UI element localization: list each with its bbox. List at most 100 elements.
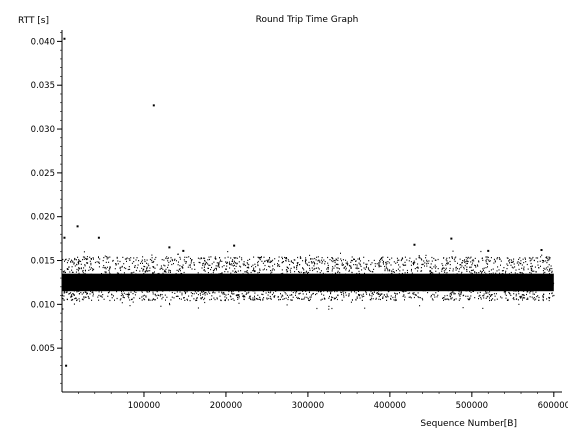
- rtt-sample-point: [549, 269, 551, 272]
- rtt-outlier-point: [233, 244, 236, 247]
- rtt-sample-point: [104, 276, 106, 278]
- rtt-sample-point: [191, 275, 193, 277]
- rtt-sample-point: [296, 296, 298, 298]
- rtt-sample-point: [189, 284, 191, 286]
- rtt-sample-point: [76, 299, 78, 301]
- rtt-sample-point: [493, 293, 495, 295]
- rtt-sample-point: [239, 256, 241, 258]
- rtt-sample-point: [305, 261, 306, 263]
- rtt-sample-point: [207, 263, 209, 265]
- rtt-sample-point: [432, 299, 434, 301]
- rtt-sample-point: [488, 270, 490, 272]
- rtt-sample-point: [422, 263, 424, 265]
- rtt-sample-point: [123, 290, 124, 292]
- rtt-sample-point: [486, 296, 488, 298]
- rtt-sample-point: [494, 295, 496, 297]
- rtt-sample-point: [157, 290, 159, 292]
- rtt-sample-point: [530, 259, 532, 261]
- rtt-sample-point: [388, 274, 390, 276]
- rtt-sample-point: [471, 272, 473, 275]
- rtt-sample-point: [237, 282, 239, 284]
- x-tick-label: 300000: [292, 401, 324, 411]
- rtt-sample-point: [487, 266, 488, 268]
- rtt-sample-point: [218, 264, 220, 266]
- rtt-sample-point: [443, 270, 445, 272]
- rtt-sample-point: [327, 262, 329, 264]
- rtt-sample-point: [404, 256, 406, 258]
- rtt-sample-point: [236, 284, 238, 286]
- rtt-sample-point: [339, 277, 341, 279]
- rtt-sample-point: [317, 260, 319, 262]
- rtt-sample-point: [78, 298, 80, 300]
- rtt-sample-point: [268, 291, 269, 293]
- rtt-sample-point: [503, 285, 504, 287]
- rtt-sample-point: [73, 286, 74, 288]
- rtt-sample-point: [406, 280, 408, 282]
- rtt-sample-point: [470, 295, 472, 297]
- rtt-sample-point: [64, 270, 66, 272]
- rtt-sample-point: [184, 278, 186, 280]
- rtt-sample-point: [196, 292, 198, 294]
- rtt-sample-point: [429, 276, 431, 278]
- rtt-sample-point: [386, 299, 388, 301]
- rtt-sample-point: [184, 291, 186, 293]
- rtt-sample-point: [333, 267, 335, 269]
- rtt-sample-point: [441, 286, 443, 288]
- rtt-sample-point: [73, 275, 75, 277]
- rtt-sample-point: [415, 277, 417, 279]
- rtt-sample-point: [144, 266, 146, 268]
- rtt-sample-point: [253, 280, 255, 282]
- rtt-sample-point: [82, 270, 84, 272]
- rtt-sample-point: [210, 273, 212, 276]
- rtt-sample-point: [552, 277, 554, 279]
- rtt-sample-point: [118, 272, 120, 274]
- rtt-sample-point: [214, 299, 216, 301]
- rtt-sample-point: [359, 294, 361, 296]
- rtt-sample-point: [351, 260, 353, 262]
- rtt-sample-point: [312, 292, 314, 295]
- rtt-sample-point: [153, 287, 155, 289]
- rtt-sample-point: [116, 297, 118, 300]
- rtt-sample-point: [304, 288, 306, 290]
- rtt-sample-point: [237, 270, 239, 272]
- rtt-sample-point: [205, 292, 207, 294]
- rtt-sample-point: [511, 261, 513, 263]
- rtt-sample-point: [421, 285, 423, 287]
- rtt-sample-point: [530, 288, 532, 290]
- rtt-sample-point: [457, 262, 458, 264]
- rtt-sample-point: [511, 288, 513, 290]
- rtt-sample-point: [233, 293, 235, 295]
- rtt-sample-point: [506, 263, 508, 265]
- rtt-sample-point: [292, 261, 294, 264]
- rtt-sample-point: [450, 275, 451, 277]
- rtt-sample-point: [489, 273, 491, 275]
- rtt-sample-point: [262, 276, 264, 278]
- rtt-sample-point: [299, 284, 301, 286]
- rtt-sample-point: [517, 288, 519, 290]
- rtt-sample-point: [449, 295, 451, 297]
- rtt-sample-point: [143, 278, 144, 280]
- rtt-sample-point: [419, 275, 421, 278]
- rtt-sample-point: [78, 263, 79, 265]
- rtt-sample-point: [89, 268, 91, 270]
- rtt-sample-point: [71, 294, 73, 296]
- y-tick-label: 0.025: [31, 169, 55, 179]
- rtt-sample-point: [257, 256, 259, 258]
- rtt-sample-point: [402, 258, 404, 260]
- rtt-sample-point: [162, 276, 164, 278]
- rtt-sample-point: [234, 262, 236, 264]
- rtt-sample-point: [537, 257, 539, 259]
- rtt-sample-point: [327, 266, 329, 269]
- rtt-sample-point: [505, 270, 507, 272]
- rtt-sample-point: [218, 275, 220, 277]
- rtt-sample-point: [546, 262, 548, 264]
- rtt-sample-point: [435, 282, 436, 284]
- rtt-sample-point: [83, 267, 85, 269]
- rtt-sample-point: [331, 290, 333, 292]
- rtt-sample-point: [175, 260, 177, 262]
- rtt-sample-point: [460, 266, 462, 269]
- rtt-sample-point: [189, 266, 191, 268]
- rtt-sample-point: [361, 287, 363, 289]
- rtt-sample-point: [322, 279, 323, 281]
- rtt-sample-point: [527, 282, 529, 284]
